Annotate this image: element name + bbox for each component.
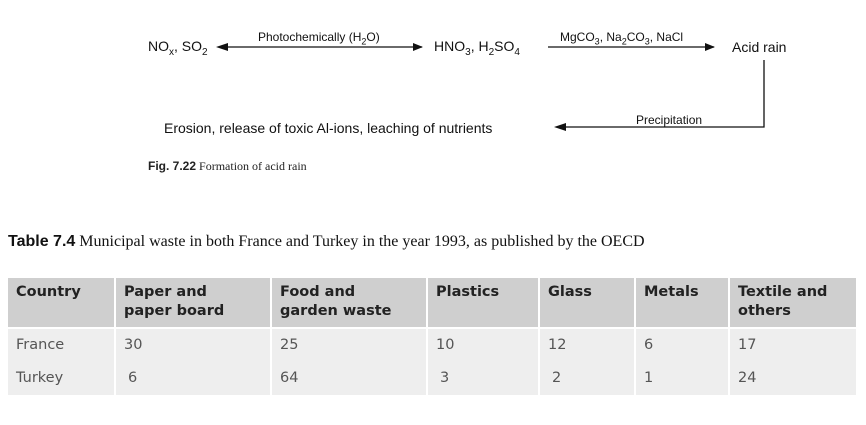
col-header-metals: Metals <box>634 278 728 327</box>
cell-paper: 6 <box>114 361 270 395</box>
table-caption-text: Municipal waste in both France and Turke… <box>79 233 645 250</box>
col-header-food: Food and garden waste <box>270 278 426 327</box>
cell-metals: 6 <box>634 327 728 361</box>
label-photochemical: Photochemically (H2O) <box>258 30 380 47</box>
arrowhead-left <box>216 43 228 51</box>
table-caption-label: Table 7.4 <box>8 233 76 250</box>
col-header-paper: Paper and paper board <box>114 278 270 327</box>
node-effects: Erosion, release of toxic Al-ions, leach… <box>164 120 493 136</box>
label-neutralizers: MgCO3, Na2CO3, NaCl <box>560 30 684 47</box>
municipal-waste-table: Country Paper and paper board Food and gar… <box>8 278 856 395</box>
cell-glass: 12 <box>538 327 634 361</box>
table-row: France 30 25 10 12 6 17 <box>8 327 856 361</box>
cell-plastics: 3 <box>426 361 538 395</box>
acid-rain-diagram: NOx, SO2 Photochemically (H2O) HNO3, H2S… <box>0 0 866 190</box>
figure-caption: Fig. 7.22 Formation of acid rain <box>148 159 307 173</box>
cell-food: 64 <box>270 361 426 395</box>
cell-textile: 24 <box>728 361 856 395</box>
node-nox-so2: NOx, SO2 <box>148 38 208 58</box>
figure-caption-text: Formation of acid rain <box>199 159 307 173</box>
diagram-arrows <box>216 43 765 131</box>
arrow-precipitation <box>561 60 765 128</box>
cell-country: Turkey <box>8 361 114 395</box>
table-header-row: Country Paper and paper board Food and gar… <box>8 278 856 327</box>
cell-country: France <box>8 327 114 361</box>
col-header-country: Country <box>8 278 114 327</box>
cell-metals: 1 <box>634 361 728 395</box>
cell-food: 25 <box>270 327 426 361</box>
cell-plastics: 10 <box>426 327 538 361</box>
col-header-textile: Textile and others <box>728 278 856 327</box>
cell-textile: 17 <box>728 327 856 361</box>
node-acid-rain: Acid rain <box>732 39 787 55</box>
arrowhead-precipitation <box>554 123 566 131</box>
cell-glass: 2 <box>538 361 634 395</box>
node-hno3-h2so4: HNO3, H2SO4 <box>434 38 520 58</box>
table-caption: Table 7.4 Municipal waste in both France… <box>8 232 645 252</box>
col-header-plastics: Plastics <box>426 278 538 327</box>
table-row: Turkey 6 64 3 2 1 24 <box>8 361 856 395</box>
col-header-glass: Glass <box>538 278 634 327</box>
label-precipitation: Precipitation <box>636 113 703 127</box>
cell-paper: 30 <box>114 327 270 361</box>
figure-caption-label: Fig. 7.22 <box>148 159 197 173</box>
